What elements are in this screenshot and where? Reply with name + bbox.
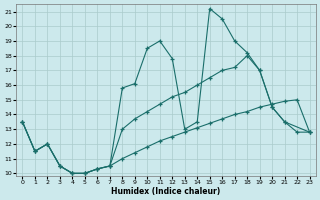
- X-axis label: Humidex (Indice chaleur): Humidex (Indice chaleur): [111, 187, 221, 196]
